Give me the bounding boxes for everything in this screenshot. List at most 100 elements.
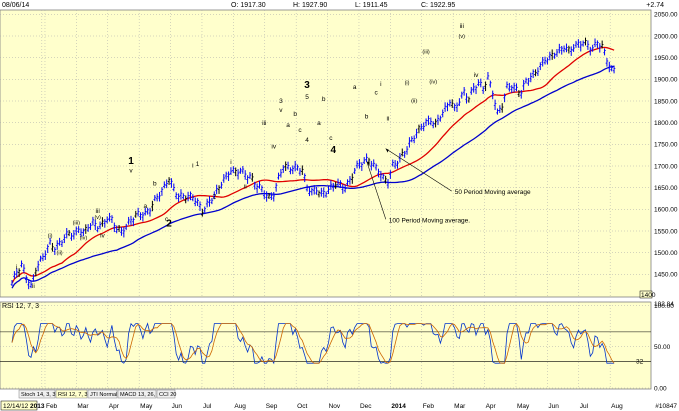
x-tick-label: Feb <box>46 403 58 410</box>
wave-label: (iii) <box>73 221 80 227</box>
wave-label: 1 <box>196 161 200 168</box>
indicator-tab-label: Stoch 14, 3, 3 <box>21 392 56 398</box>
wave-label: (ii) <box>411 98 417 104</box>
x-tick-label: Sep <box>266 403 278 410</box>
wave-label: v <box>129 168 133 175</box>
record-count: #10847 <box>655 403 677 410</box>
price-y-tick-label: 1650.00 <box>654 185 678 192</box>
wave-label: a <box>317 120 321 127</box>
wave-label: (i) <box>48 234 53 240</box>
wave-label: (iii) <box>422 49 429 55</box>
indicator-tab-label: CCI 20 <box>159 392 176 398</box>
wave-label: iii <box>95 208 99 215</box>
wave-label: c <box>374 90 378 97</box>
ma-label-arrowhead <box>385 148 389 153</box>
x-tick-label: Aug <box>234 403 246 410</box>
x-tick-label: Nov <box>329 403 341 410</box>
x-tick-label: Mar <box>77 403 89 410</box>
scale-marker: 1400 <box>641 292 656 299</box>
wave-label: (i) <box>405 81 410 87</box>
rsi-grid <box>0 302 651 389</box>
wave-label: iii <box>460 23 464 30</box>
indicator-tab[interactable] <box>87 389 118 399</box>
wave-label: (v) <box>94 215 101 221</box>
ma-labels: 50 Period Moving average 100 Period Movin… <box>366 148 531 224</box>
ma-label-arrow <box>385 148 452 192</box>
wave-label: ii <box>32 283 35 290</box>
rsi-top-label: 102.84 <box>654 301 674 308</box>
indicator-tab[interactable] <box>18 389 56 399</box>
wave-label: a <box>143 203 147 210</box>
header-open: O: 1917.30 <box>231 2 266 9</box>
indicator-tab[interactable] <box>156 389 176 399</box>
wave-label: 5 <box>305 94 309 101</box>
wave-label: b <box>322 96 326 103</box>
indicator-tab[interactable] <box>117 389 157 399</box>
wave-label: a <box>286 122 290 129</box>
indicator-tab[interactable] <box>55 389 88 399</box>
wave-label: i <box>192 163 193 170</box>
rsi-reference-label: 32 <box>636 359 644 366</box>
start-date-box <box>0 400 38 411</box>
ma100-line <box>11 65 615 289</box>
price-y-tick-label: 1850.00 <box>654 98 678 105</box>
rsi-y-tick-label: 100.00 <box>654 303 674 310</box>
header-close: C: 1922.95 <box>421 2 455 9</box>
indicator-tab-label: MACD 13, 26, 9 <box>120 392 160 398</box>
wave-label: i <box>16 264 17 271</box>
wave-label: c <box>165 216 169 223</box>
price-y-tick-label: 2000.00 <box>654 33 678 40</box>
rsi-title: RSI 12, 7, 3 <box>2 303 39 310</box>
indicator-tab-label: JTI Normal <box>90 392 117 398</box>
price-y-tick-label: 1700.00 <box>654 163 678 170</box>
ma-label-arrow <box>366 161 387 220</box>
moving-average-lines <box>11 46 615 289</box>
x-tick-label: 2014 <box>391 403 406 410</box>
ma-label: 100 Period Moving average. <box>389 217 470 224</box>
wave-label: 4 <box>305 137 309 144</box>
header-date: 08/06/14 <box>2 2 29 9</box>
x-tick-label: Feb <box>423 403 435 410</box>
header-change: +2.74 <box>646 2 664 9</box>
wave-label: 3 <box>304 80 310 91</box>
wave-label: 3 <box>279 98 283 105</box>
rsi-y-tick-label: 0.00 <box>654 385 667 392</box>
price-y-tick-label: 1500.00 <box>654 250 678 257</box>
wave-label: b <box>293 111 297 118</box>
ma50-line <box>11 46 615 284</box>
rsi-panel <box>0 301 652 390</box>
x-tick-label: May <box>140 403 153 410</box>
x-tick-label: Jul <box>203 403 212 410</box>
x-tick-label: Jun <box>172 403 183 410</box>
price-y-axis: 1450.00 1500.00 1550.00 1600.00 1650.00 1700.… <box>654 12 678 279</box>
price-grid <box>0 10 651 297</box>
price-y-tick-label: 1800.00 <box>654 120 678 127</box>
header-bar <box>0 0 679 10</box>
x-tick-label: Jun <box>548 403 559 410</box>
rsi-signal-line <box>11 322 615 364</box>
header-low: L: 1911.45 <box>355 2 388 9</box>
x-tick-label: Apr <box>109 403 120 410</box>
wave-label: c <box>329 135 333 142</box>
wave-label: iv <box>474 72 479 79</box>
price-y-tick-label: 1550.00 <box>654 228 678 235</box>
price-y-tick-label: 1600.00 <box>654 207 678 214</box>
wave-label: 4 <box>330 145 336 156</box>
price-y-tick-label: 1450.00 <box>654 272 678 279</box>
indicator-tabs[interactable]: Stoch 14, 3, 3 RSI 12, 7, 3 JTI Normal MACD… <box>18 389 176 399</box>
wave-label: (iv) <box>80 236 88 242</box>
wave-label: 1 <box>128 156 134 167</box>
ma-label: 50 Period Moving average <box>455 189 531 196</box>
wave-label: v <box>279 107 283 114</box>
x-tick-label: 2013 <box>30 403 45 410</box>
time-axis: 2013 Feb Mar Apr May Jun Jul Aug Sep Oct Nov Dec 201… <box>30 403 623 410</box>
price-y-tick-label: 1750.00 <box>654 142 678 149</box>
x-tick-label: Dec <box>360 403 372 410</box>
scale-marker-box <box>639 290 653 299</box>
x-tick-label: May <box>517 403 530 410</box>
x-tick-label: Mar <box>454 403 466 410</box>
wave-label: (ii) <box>57 250 63 256</box>
